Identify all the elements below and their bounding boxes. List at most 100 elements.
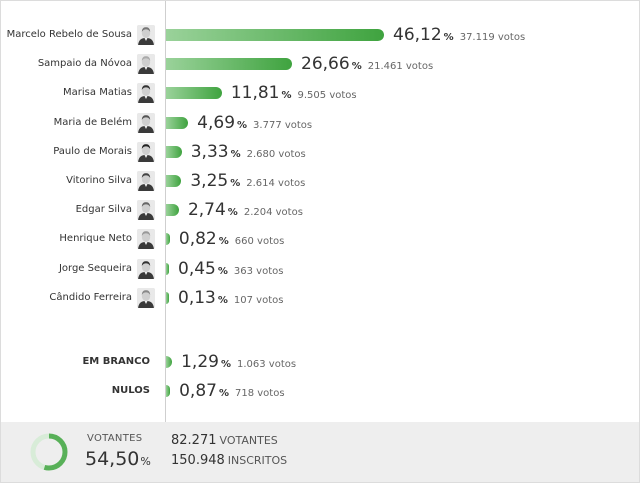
bar: [166, 175, 182, 187]
votes-count: 2.614 votos: [246, 178, 306, 189]
votes-count: 21.461 votos: [367, 61, 434, 73]
person-icon: [137, 141, 155, 162]
bar: [166, 233, 170, 246]
candidate-name: Henrique Neto: [59, 233, 132, 245]
candidate-name: Marcelo Rebelo de Sousa: [6, 29, 132, 40]
value-label: 46,12% 37.119 votos: [393, 21, 525, 49]
bar: [166, 87, 222, 100]
turnout-percentage: 54,50%: [85, 448, 151, 470]
candidate-avatar: [137, 83, 155, 104]
bar: [166, 116, 189, 129]
extra-row: NULOS 0,87% 718 votos: [1, 377, 639, 405]
percentage-value: 0,45: [178, 258, 216, 279]
percentage-value: 4,69: [197, 112, 236, 133]
candidate-row: Henrique Neto 0,82% 660 votos: [1, 225, 639, 253]
candidate-row: Paulo de Morais 3,33% 2.680 votos: [1, 138, 639, 166]
candidate-row: Cândido Ferreira 0,13% 107 votos: [1, 284, 639, 312]
percent-sign: %: [217, 294, 228, 306]
turnout-percent-sign: %: [140, 455, 151, 468]
candidate-avatar: [137, 54, 155, 75]
person-icon: [137, 83, 155, 104]
row-label: EM BRANCO: [82, 356, 150, 367]
candidate-name: Edgar Silva: [75, 204, 132, 216]
candidate-name: Jorge Sequeira: [58, 262, 132, 274]
candidate-row: Sampaio da Nóvoa 26,66% 21.461 votos: [1, 50, 639, 78]
candidate-avatar: [137, 112, 155, 133]
votes-count: 3.777 votos: [253, 119, 313, 131]
registered-label: INSCRITOS: [227, 454, 288, 467]
bar: [166, 385, 171, 397]
bar: [166, 58, 293, 71]
percent-sign: %: [220, 359, 231, 370]
percent-sign: %: [237, 119, 248, 131]
candidate-row: Jorge Sequeira 0,45% 363 votos: [1, 255, 639, 283]
person-icon: [137, 54, 155, 75]
person-icon: [137, 25, 155, 45]
row-label: NULOS: [111, 385, 150, 396]
percentage-value: 0,87: [179, 381, 217, 401]
value-label: 2,74% 2.204 votos: [188, 196, 303, 224]
person-icon: [137, 200, 155, 221]
percent-sign: %: [281, 90, 292, 102]
percent-sign: %: [227, 207, 238, 219]
person-icon: [137, 258, 155, 279]
value-label: 4,69% 3.777 votos: [197, 109, 312, 137]
votes-count: 2.204 votos: [243, 207, 303, 219]
percentage-value: 0,82: [178, 229, 217, 250]
percent-sign: %: [443, 32, 454, 43]
candidate-name: Marisa Matias: [63, 87, 132, 99]
registered-value: 150.948: [171, 453, 225, 468]
votes-count: 660 votos: [234, 236, 285, 248]
candidate-name: Vitorino Silva: [66, 175, 132, 186]
person-icon: [137, 287, 155, 308]
candidate-avatar: [137, 287, 155, 308]
votes-count: 9.505 votos: [297, 90, 357, 102]
bar: [166, 291, 169, 304]
value-label: 11,81% 9.505 votos: [231, 79, 357, 107]
percent-sign: %: [218, 236, 229, 248]
candidate-name: Maria de Belém: [53, 116, 132, 128]
percent-sign: %: [217, 265, 228, 277]
value-label: 3,25% 2.614 votos: [190, 167, 305, 195]
extra-row: EM BRANCO 1,29% 1.063 votos: [1, 348, 639, 376]
candidate-name: Sampaio da Nóvoa: [37, 58, 132, 70]
candidate-row: Maria de Belém 4,69% 3.777 votos: [1, 109, 639, 137]
candidate-avatar: [137, 229, 155, 250]
votes-count: 107 votos: [233, 294, 284, 306]
percentage-value: 46,12: [393, 25, 442, 45]
candidate-avatar: [137, 171, 155, 191]
person-icon: [137, 229, 155, 250]
turnout-footer: VOTANTES 54,50% 82.271 VOTANTES 150.948 IN…: [1, 422, 639, 482]
bar: [166, 145, 182, 158]
candidate-avatar: [137, 258, 155, 279]
value-label: 26,66% 21.461 votos: [301, 50, 433, 78]
bar: [166, 262, 169, 275]
candidate-name: Paulo de Morais: [53, 145, 132, 157]
votes-count: 1.063 votos: [236, 359, 297, 370]
bar: [166, 356, 173, 368]
bar: [166, 29, 384, 41]
value-label: 3,33% 2.680 votos: [191, 138, 306, 166]
value-label: 0,13% 107 votos: [178, 284, 283, 312]
registered-count: 150.948 INSCRITOS: [171, 453, 287, 468]
votes-count: 718 votos: [235, 388, 285, 399]
candidate-avatar: [137, 200, 155, 221]
candidate-row: Marisa Matias 11,81% 9.505 votos: [1, 79, 639, 107]
value-label: 0,87% 718 votos: [179, 377, 284, 405]
person-icon: [137, 112, 155, 133]
turnout-ring-fill: [30, 433, 68, 471]
voters-count: 82.271 VOTANTES: [171, 433, 278, 448]
percent-sign: %: [351, 61, 362, 73]
value-label: 0,45% 363 votos: [178, 255, 283, 283]
voters-label: VOTANTES: [219, 434, 278, 447]
candidate-avatar: [137, 25, 155, 45]
votes-count: 37.119 votos: [459, 32, 526, 43]
bar: [166, 204, 179, 217]
percent-sign: %: [230, 178, 241, 189]
percentage-value: 3,33: [190, 141, 229, 162]
percentage-value: 0,13: [178, 287, 216, 308]
votes-count: 363 votos: [233, 265, 284, 277]
chart-axis-line: [165, 1, 166, 422]
candidate-row: Edgar Silva 2,74% 2.204 votos: [1, 196, 639, 224]
